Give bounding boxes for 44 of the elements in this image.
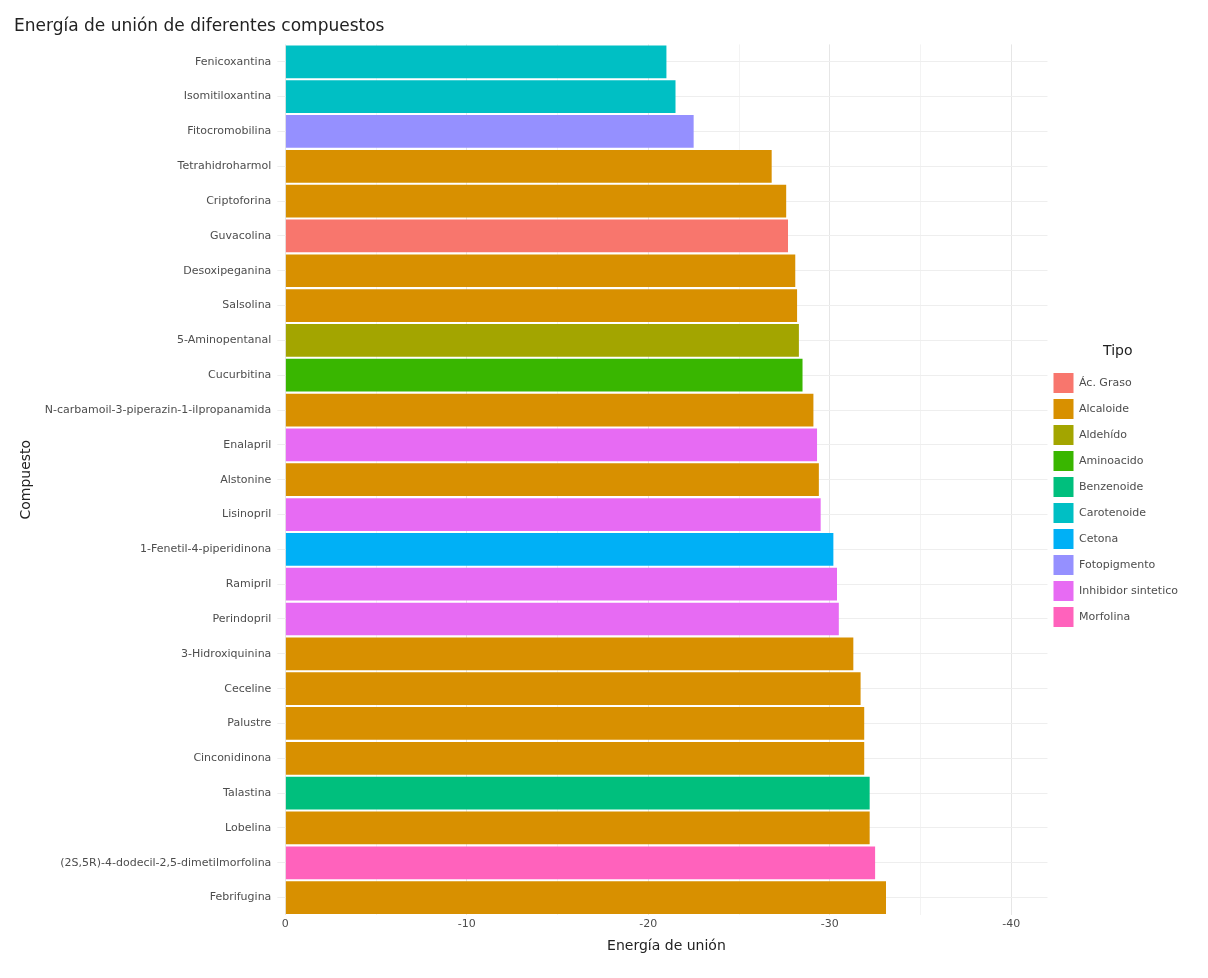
- x-tick-label: -10: [457, 917, 476, 931]
- y-axis-title: Compuesto: [17, 439, 34, 520]
- legend-label: Aldehído: [1079, 427, 1128, 441]
- x-tick-label: -20: [639, 917, 658, 931]
- y-tick-label: Isomitiloxantina: [183, 89, 272, 103]
- chart-title: Energía de unión de diferentes compuestos: [14, 14, 385, 35]
- y-tick-label: 3-Hidroxiquinina: [181, 646, 272, 660]
- y-tick-label: 1-Fenetil-4-piperidinona: [139, 542, 272, 556]
- legend-label: Carotenoide: [1079, 505, 1147, 519]
- x-axis-title: Energía de unión: [607, 937, 726, 954]
- legend-label: Alcaloide: [1079, 401, 1130, 415]
- y-tick-label: Tetrahidroharmol: [176, 159, 272, 173]
- x-tick-label: 0: [281, 917, 289, 931]
- legend-label: Morfolina: [1079, 609, 1131, 623]
- y-tick-label: Enalapril: [223, 437, 272, 451]
- y-tick-label: Desoxipeganina: [183, 263, 272, 277]
- y-tick-label: Fenicoxantina: [195, 54, 272, 68]
- y-tick-label: Fitocromobilina: [187, 124, 272, 138]
- x-tick-label: -30: [820, 917, 839, 931]
- legend-label: Cetona: [1079, 531, 1119, 545]
- legend-label: Fotopigmento: [1079, 557, 1156, 571]
- y-tick-label: Febrifugina: [209, 890, 272, 904]
- legend-label: Aminoacido: [1079, 453, 1144, 467]
- legend-label: Inhibidor sintetico: [1079, 583, 1179, 597]
- y-tick-label: Guvacolina: [209, 228, 272, 242]
- y-tick-label: Cinconidinona: [193, 751, 272, 765]
- legend-label: Benzenoide: [1079, 479, 1144, 493]
- y-tick-label: Ceceline: [224, 681, 272, 695]
- y-tick-label: Perindopril: [212, 611, 272, 625]
- legend-title: Tipo: [1102, 341, 1133, 358]
- legend-label: Ác. Graso: [1079, 375, 1132, 389]
- y-tick-label: Ramipril: [225, 577, 272, 591]
- y-tick-label: (2S,5R)-4-dodecil-2,5-dimetilmorfolina: [60, 855, 272, 869]
- y-tick-label: Cucurbitina: [208, 368, 272, 382]
- y-tick-label: N-carbamoil-3-piperazin-1-ilpropanamida: [44, 402, 272, 416]
- y-tick-label: Lobelina: [225, 820, 272, 834]
- y-tick-label: Palustre: [227, 716, 272, 730]
- y-tick-label: Lisinopril: [222, 507, 272, 521]
- y-tick-label: Salsolina: [222, 298, 272, 312]
- y-tick-label: Criptoforina: [206, 193, 272, 207]
- y-tick-label: Alstonine: [220, 472, 272, 486]
- x-tick-label: -40: [1002, 917, 1021, 931]
- y-tick-label: Talastina: [222, 785, 272, 799]
- y-tick-label: 5-Aminopentanal: [177, 333, 272, 347]
